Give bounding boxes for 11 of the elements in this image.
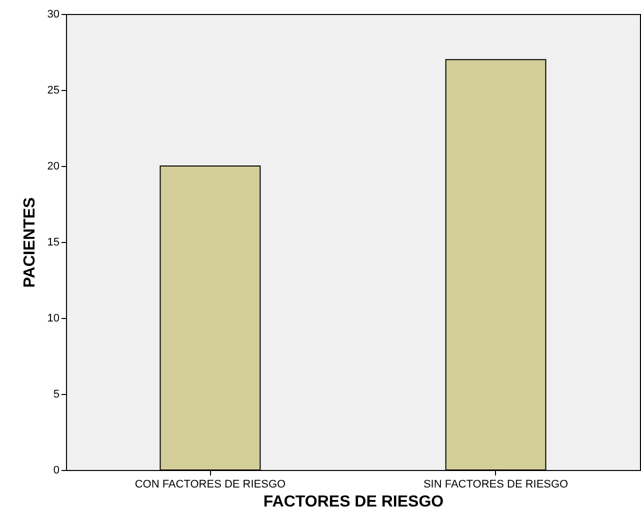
y-tick-label: 30 bbox=[47, 8, 60, 20]
y-tick-label: 0 bbox=[53, 464, 60, 476]
x-tick-label: CON FACTORES DE RIESGO bbox=[134, 478, 286, 490]
y-tick-label: 25 bbox=[47, 84, 60, 96]
x-tick-label: SIN FACTORES DE RIESGO bbox=[423, 478, 569, 490]
y-tick-label: 20 bbox=[47, 160, 60, 172]
y-tick-label: 5 bbox=[53, 388, 60, 400]
x-axis-title: FACTORES DE RIESGO bbox=[263, 494, 444, 510]
y-tick-label: 15 bbox=[47, 236, 60, 248]
y-axis-title: PACIENTES bbox=[21, 196, 38, 288]
y-tick-label: 10 bbox=[47, 312, 60, 324]
